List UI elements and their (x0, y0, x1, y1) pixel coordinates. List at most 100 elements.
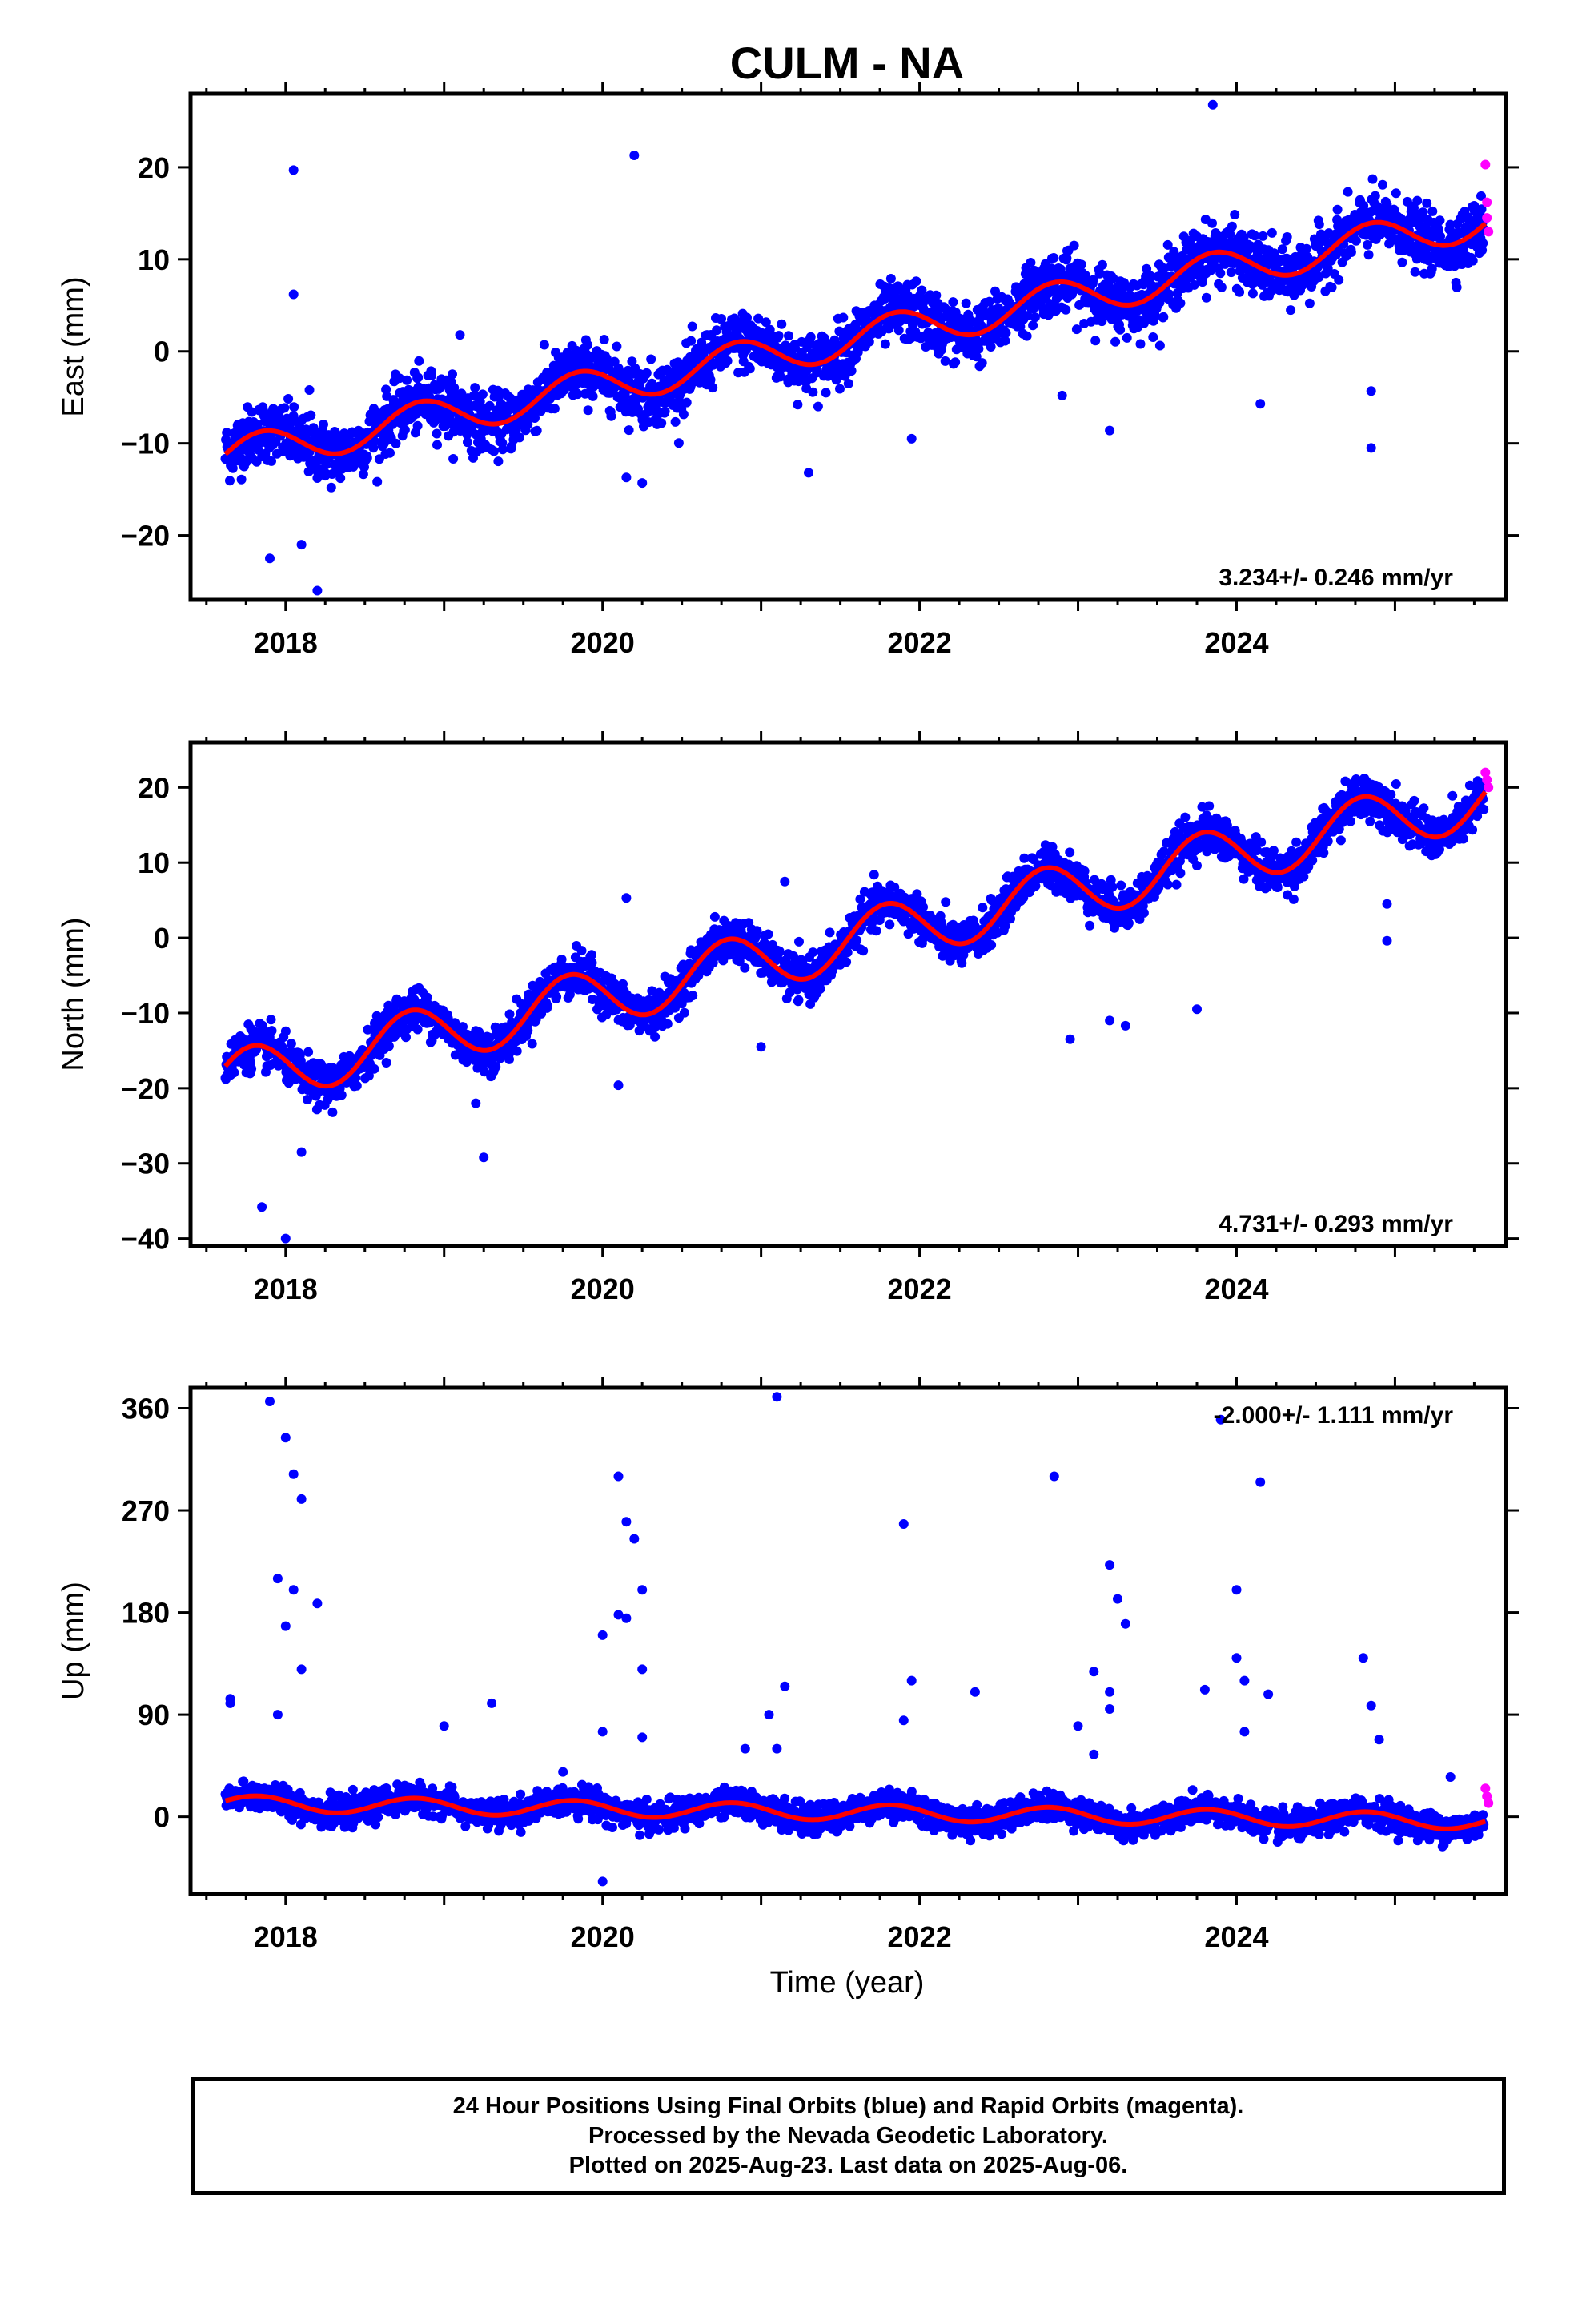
data-point (681, 397, 692, 408)
data-point (1332, 204, 1343, 215)
data-point (1071, 324, 1082, 335)
outlier-point (1057, 390, 1067, 400)
data-point (1000, 336, 1010, 346)
data-point (1346, 247, 1356, 257)
data-point (1418, 207, 1428, 218)
data-point (1382, 199, 1392, 210)
data-point (673, 438, 684, 448)
data-point (1410, 267, 1420, 277)
data-point (763, 929, 773, 939)
data-point (855, 894, 865, 904)
data-point (1225, 229, 1235, 239)
data-point (829, 335, 840, 345)
data-point (978, 903, 988, 913)
data-point (1334, 275, 1344, 285)
data-point (1250, 231, 1260, 241)
data-point (583, 340, 593, 350)
data-point (1327, 282, 1337, 292)
data-point (383, 1041, 394, 1051)
data-point (1094, 268, 1105, 279)
data-point (362, 452, 372, 463)
data-point (1215, 268, 1226, 279)
data-point (1022, 311, 1033, 321)
data-point (1175, 298, 1186, 308)
rapid-orbit-point (1482, 213, 1492, 223)
data-point (774, 946, 785, 956)
data-point (449, 383, 460, 393)
data-point (641, 368, 652, 378)
data-point (351, 1080, 362, 1091)
data-point (1476, 191, 1486, 201)
y-tick-label: 0 (154, 336, 170, 368)
data-point (686, 336, 697, 346)
data-point (327, 1107, 338, 1117)
y-tick-label: 20 (138, 151, 170, 184)
data-point (705, 375, 716, 385)
data-point (470, 383, 480, 393)
data-point (1476, 204, 1487, 215)
data-point (572, 389, 583, 400)
data-point (229, 1068, 239, 1078)
rapid-orbit-point (1482, 197, 1492, 207)
data-point (885, 919, 895, 930)
data-point (846, 366, 857, 376)
data-point (838, 312, 849, 323)
data-point (893, 325, 904, 336)
data-point (1047, 286, 1058, 296)
data-point (612, 341, 622, 352)
data-point (1227, 221, 1237, 231)
data-point (523, 419, 533, 429)
data-point (650, 1031, 661, 1042)
data-point (532, 425, 542, 436)
x-tick-label: 2020 (571, 626, 635, 659)
data-point (491, 1061, 501, 1072)
data-point (1267, 227, 1277, 238)
data-point (549, 404, 560, 414)
data-point (1435, 231, 1445, 242)
data-point (576, 946, 587, 956)
data-point (381, 1058, 391, 1068)
data-point (1030, 881, 1041, 891)
data-point (1158, 312, 1169, 322)
data-point (941, 897, 951, 907)
y-tick-label: −10 (121, 428, 170, 460)
data-point (1378, 179, 1387, 190)
outlier-point (304, 385, 315, 395)
outlier-point (637, 478, 648, 489)
outlier-point (1366, 443, 1376, 453)
data-point (948, 297, 958, 308)
data-point (1148, 332, 1158, 342)
data-point (656, 418, 667, 428)
data-point (497, 444, 508, 455)
x-tick-label: 2024 (1204, 626, 1268, 659)
data-point (679, 1007, 689, 1018)
data-point (448, 454, 459, 464)
data-point (289, 402, 299, 412)
data-point (646, 354, 656, 364)
data-point (1028, 320, 1038, 331)
data-point (1061, 304, 1071, 315)
plot-frame (188, 91, 1508, 602)
data-point (1169, 247, 1179, 257)
data-point (477, 389, 488, 400)
data-point (697, 337, 707, 348)
data-point (961, 298, 971, 308)
data-point (1030, 312, 1040, 323)
data-point (267, 456, 276, 466)
data-point (1000, 921, 1010, 931)
data-point (624, 425, 634, 436)
chart-title: CULM - NA (730, 38, 964, 88)
data-point (793, 400, 803, 410)
data-point (986, 342, 996, 352)
data-point (512, 1046, 522, 1056)
data-point (1097, 259, 1107, 270)
data-point (842, 947, 853, 958)
data-point (227, 463, 238, 473)
data-point (940, 356, 950, 366)
data-point (1226, 267, 1236, 278)
y-tick-label: −20 (121, 520, 170, 553)
data-point (1422, 198, 1432, 208)
data-point (990, 286, 1000, 296)
data-point (303, 1047, 314, 1057)
